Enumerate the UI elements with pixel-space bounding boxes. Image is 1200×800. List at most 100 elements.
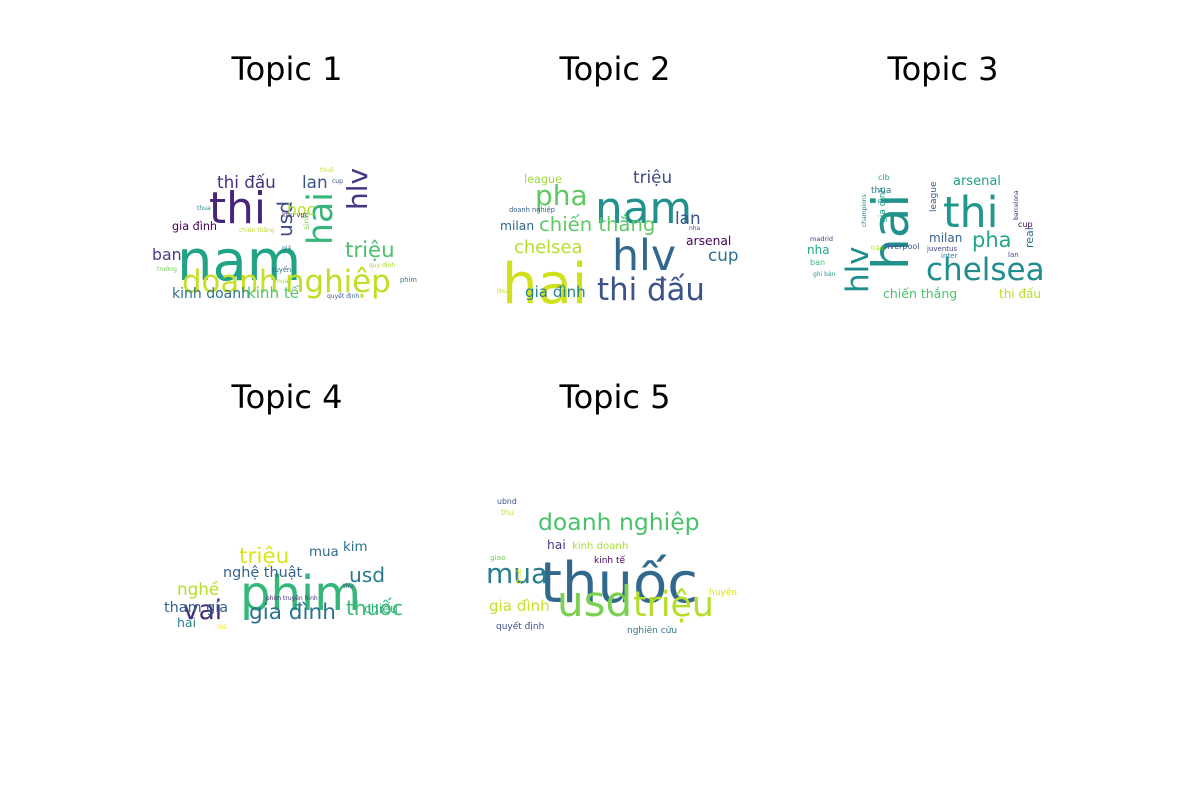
- word-item: lan: [1008, 251, 1019, 259]
- topic-title: Topic 3: [887, 50, 999, 88]
- word-item: ban: [810, 258, 825, 267]
- word-item: trận: [871, 245, 883, 252]
- word-item: nghiên cứu: [627, 625, 677, 636]
- word-item: thế: [217, 624, 227, 631]
- word-item: thi đấu: [999, 287, 1041, 301]
- word-item: nha: [689, 225, 701, 232]
- word-item: chiến thắng: [539, 213, 655, 236]
- word-item: gia đình: [172, 220, 217, 233]
- word-item: cup: [708, 245, 739, 265]
- word-item: triệu: [345, 238, 395, 263]
- word-item: usd: [273, 201, 297, 237]
- word-item: giao: [490, 553, 506, 562]
- word-item: quy định: [369, 262, 395, 269]
- word-item: tuyển: [272, 265, 291, 274]
- word-item: nghiệp: [285, 264, 391, 300]
- topic-title: Topic 2: [559, 50, 671, 88]
- word-item: hai: [547, 538, 566, 552]
- word-item: kinh tế: [247, 284, 300, 302]
- word-item: chiến thắng: [883, 286, 957, 301]
- word-item: lan: [675, 208, 701, 228]
- word-item: nghệ thuật: [223, 565, 303, 581]
- wordcloud-topic-3: hai thi chelsea hlv pha arsenal chiến thắng thi…: [807, 173, 1045, 301]
- word-item: triệu: [633, 585, 714, 625]
- word-item: nghề: [177, 579, 219, 599]
- word-item: thuốc: [346, 596, 403, 620]
- word-item: mua: [309, 545, 339, 560]
- word-item: chiếu: [364, 601, 398, 616]
- word-item: thua: [497, 288, 511, 295]
- word-item: chelsea: [926, 252, 1045, 288]
- word-item: thi: [209, 183, 266, 234]
- word-item: league: [929, 181, 939, 212]
- word-item: gia đình: [249, 600, 336, 625]
- word-item: thu: [343, 583, 353, 590]
- word-item: thua: [197, 205, 211, 212]
- word-item: hlv: [840, 246, 876, 293]
- word-item: thi đấu: [217, 172, 276, 192]
- word-item: inter: [941, 252, 957, 260]
- word-item: doanh nghiệp: [538, 508, 700, 536]
- word-item: thuốc: [540, 551, 698, 616]
- word-item: phim: [240, 566, 361, 622]
- word-item: ubnd: [497, 497, 517, 506]
- word-item: thi đấu: [597, 272, 705, 308]
- word-item: hlv: [341, 168, 374, 210]
- word-item: phim: [400, 276, 417, 284]
- word-item: triệu: [633, 167, 672, 187]
- word-item: milan: [500, 219, 534, 233]
- word-item: nha: [807, 243, 830, 257]
- word-item: huyện: [709, 587, 737, 598]
- word-item: league: [524, 173, 562, 186]
- word-item: trường: [157, 266, 177, 273]
- word-item: ghi bàn: [813, 271, 836, 278]
- word-item: pha: [972, 228, 1012, 252]
- word-item: thuế: [320, 167, 334, 174]
- word-item: usd: [557, 577, 632, 626]
- word-item: hai: [502, 252, 587, 317]
- word-item: thu: [501, 508, 514, 517]
- word-item: quyết định: [327, 293, 359, 300]
- word-item: triệu: [239, 544, 289, 569]
- word-item: nam: [595, 183, 692, 234]
- word-item: ban: [152, 245, 182, 264]
- word-item: hai: [177, 615, 196, 630]
- word-item: kinh doanh: [172, 286, 250, 302]
- topic-title: Topic 1: [231, 50, 343, 88]
- word-item: liverpool: [885, 242, 919, 251]
- word-item: thuế: [515, 568, 523, 584]
- word-item: kim: [343, 540, 368, 555]
- word-item: cup: [1018, 220, 1033, 229]
- word-item: real: [1023, 227, 1036, 248]
- word-item: usd: [349, 563, 385, 587]
- word-item: sinh: [302, 214, 311, 230]
- word-item: lan: [302, 172, 328, 192]
- word-item: juventus: [926, 245, 957, 253]
- word-item: barcelona: [1013, 190, 1020, 220]
- word-item: quyết định: [496, 621, 544, 632]
- word-item: arsenal: [686, 234, 731, 248]
- topic-title: Topic 5: [559, 378, 671, 416]
- word-item: doanh nghiệp: [509, 206, 555, 214]
- word-item: khu vực: [282, 211, 309, 219]
- word-item: thi: [943, 189, 998, 238]
- word-item: phim truyền hình: [266, 594, 318, 602]
- word-item: thua: [871, 186, 891, 196]
- word-item: madrid: [810, 235, 833, 243]
- word-item: giá: [282, 245, 291, 252]
- word-item: hai: [862, 194, 920, 270]
- word-item: cup: [332, 178, 343, 185]
- word-item: tham gia: [164, 600, 228, 616]
- word-item: gia đình: [525, 283, 586, 301]
- word-item: clb: [878, 173, 890, 182]
- word-item: doanh: [182, 264, 278, 300]
- word-item: pha: [535, 179, 588, 212]
- word-item: mua: [275, 278, 289, 285]
- word-item: milan: [929, 231, 962, 245]
- word-item: gia đình: [878, 187, 888, 223]
